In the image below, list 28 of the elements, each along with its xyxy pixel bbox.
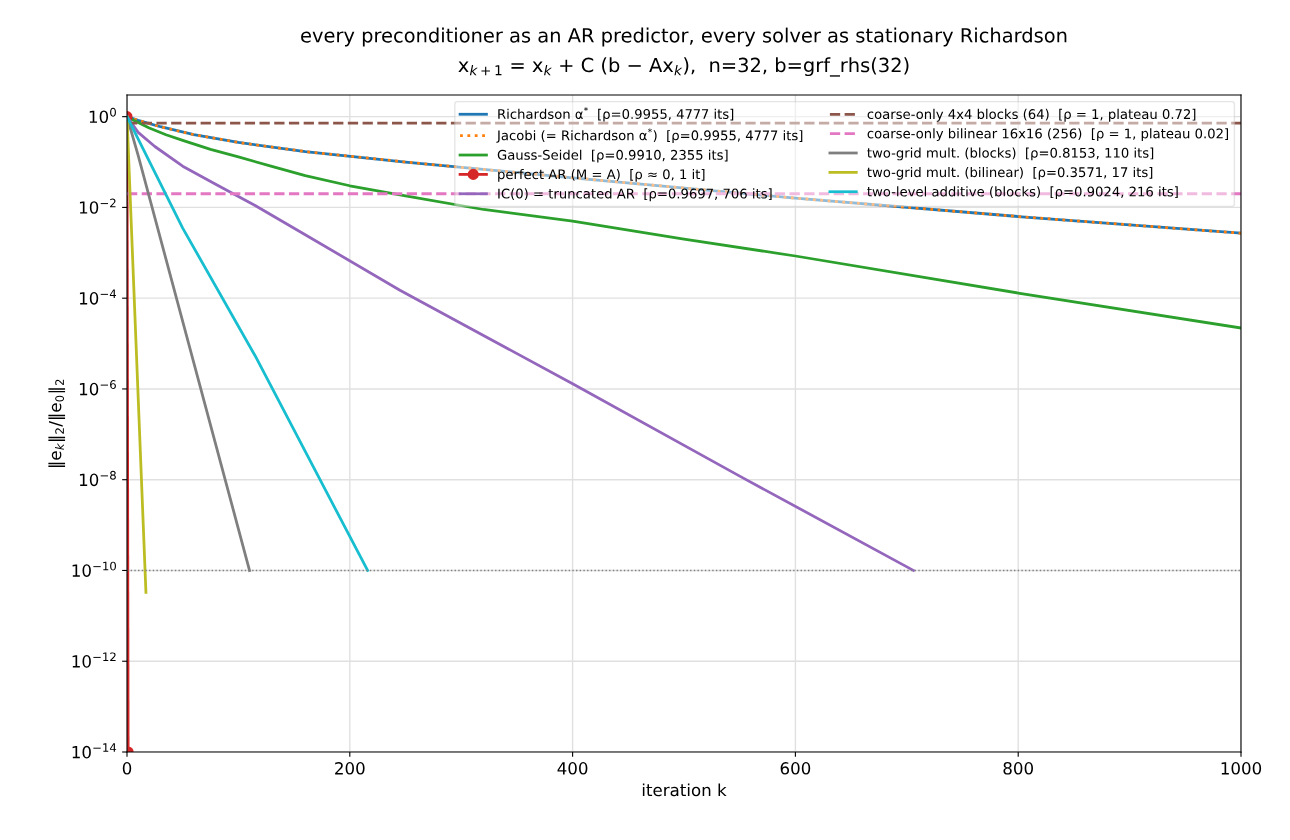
- chart-subtitle: x$_{k+1}$ = x$_{k}$ + C (b − Ax$_{k}$), n=32, b=grf_rhs(32): [458, 57, 909, 77]
- y-tick-label: 10$^{−2}$: [79, 198, 116, 214]
- y-tick-label: 10$^{−8}$: [79, 470, 116, 487]
- x-tick-label: 800: [1003, 762, 1033, 775]
- x-tick-label: 0: [122, 762, 132, 775]
- legend-label: perfect AR (M = A) [ρ ≈ 0, 1 it]: [498, 168, 705, 182]
- chart-title: every preconditioner as an AR predictor, every solver as stationary Richardson: [301, 27, 1067, 47]
- legend-label: two-grid mult. (blocks) [ρ=0.8153, 110 its]: [867, 147, 1154, 161]
- x-tick-label: 200: [335, 762, 365, 775]
- legend-label: coarse-only bilinear 16x16 (256) [ρ = 1, plateau 0.02]: [867, 128, 1228, 141]
- x-tick-label: 400: [557, 762, 588, 775]
- legend-label: two-grid mult. (bilinear) [ρ=0.3571, 17 its]: [867, 166, 1153, 180]
- y-tick-label: 10$^{0}$: [89, 107, 116, 124]
- legend-label: Gauss-Seidel [ρ=0.9910, 2355 its]: [497, 149, 728, 163]
- y-tick-label: 10$^{−12}$: [72, 652, 116, 668]
- y-tick-label: 10$^{−10}$: [72, 561, 116, 577]
- legend-label: Jacobi (= Richardson α$^{*}$) [ρ=0.9955, 4777 its]: [496, 128, 803, 143]
- y-tick-label: 10$^{−14}$: [72, 743, 117, 759]
- legend-label: IC(0) = truncated AR [ρ=0.9697, 706 its]: [498, 188, 772, 202]
- legend-label: two-level additive (blocks) [ρ=0.9024, 216 its]: [867, 186, 1178, 200]
- legend-label: coarse-only 4x4 blocks (64) [ρ = 1, plateau 0.72]: [867, 108, 1196, 122]
- x-tick-label: 1000: [1221, 762, 1262, 775]
- x-axis-title: iteration k: [642, 783, 727, 797]
- legend-label: Richardson α$^{*}$ [ρ=0.9955, 4777 its]: [498, 106, 734, 122]
- y-axis-title: ‖e$_{k}$‖$_{2}$/‖e$_{0}$‖$_{2}$: [48, 379, 66, 467]
- y-tick-label: 10$^{−4}$: [79, 289, 117, 305]
- x-tick-label: 600: [780, 762, 811, 775]
- y-tick-label: 10$^{−6}$: [79, 380, 116, 396]
